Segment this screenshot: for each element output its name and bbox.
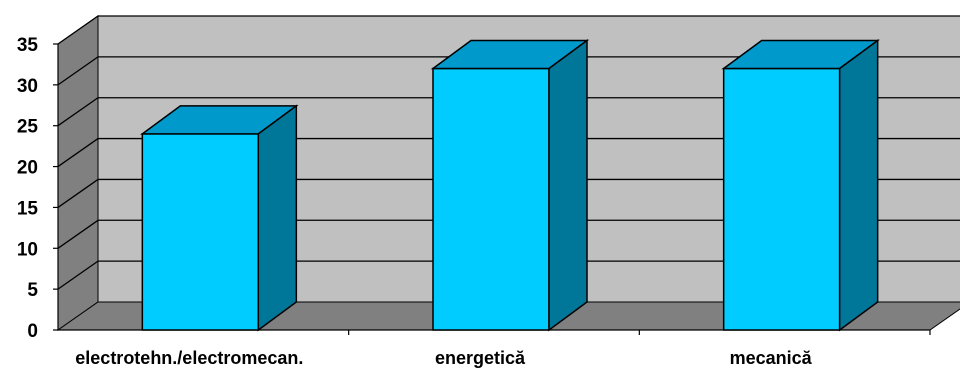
y-tick-label: 15 <box>17 198 39 219</box>
bar-front <box>141 133 260 331</box>
y-tick-label: 5 <box>27 280 38 301</box>
gridline <box>57 137 960 168</box>
y-tick-label: 0 <box>27 321 38 342</box>
gridline <box>57 260 960 290</box>
tick-labels: 0 5 10 15 20 25 30 35 <box>17 35 39 342</box>
category-labels: electrotehn./electromecan. energetică meca… <box>75 348 812 368</box>
bar <box>140 104 299 332</box>
side-wall <box>57 15 99 331</box>
gridline <box>57 56 960 86</box>
gridline <box>57 97 960 127</box>
bar-side <box>257 104 298 332</box>
category-label: electrotehn./electromecan. <box>75 348 303 368</box>
y-tick-label: 35 <box>17 35 39 56</box>
category-label: energetică <box>435 348 526 368</box>
gridline <box>57 15 960 45</box>
category-label: mecanică <box>730 348 813 368</box>
bar-front <box>432 67 550 331</box>
gridline <box>57 178 960 208</box>
gridlines <box>57 15 960 290</box>
bar-front <box>722 67 841 331</box>
bars <box>140 39 880 332</box>
gridline <box>57 219 960 249</box>
bar <box>721 39 880 332</box>
bar-side <box>838 39 879 332</box>
y-tick-label: 25 <box>17 117 39 138</box>
bar <box>430 39 590 332</box>
y-tick-label: 20 <box>17 158 38 179</box>
bar-side <box>548 39 588 332</box>
y-tick-label: 10 <box>17 239 38 260</box>
y-tick-label: 30 <box>17 76 38 97</box>
